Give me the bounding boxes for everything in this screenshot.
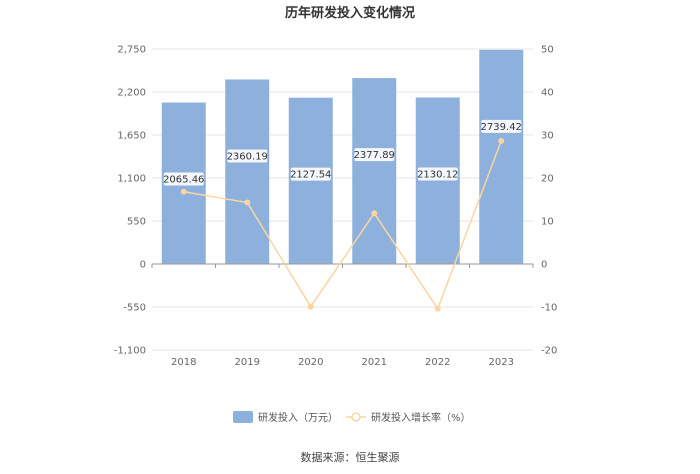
legend: 研发投入（万元） 研发投入增长率（%） (233, 411, 471, 424)
y-left-tick-label: -550 (123, 303, 146, 314)
bar (479, 49, 524, 264)
axes: 2,750 2,200 1,650 1,100 550 0 -550 -1,100 50 40 30… (114, 45, 558, 369)
data-labels: 2065.46 2360.19 2127.54 2377.89 2130.12 2739.… (163, 119, 522, 186)
y-right-tick-label: 10 (541, 217, 554, 228)
bar-value-label-bg (354, 148, 395, 162)
x-tick-label: 2018 (171, 357, 196, 368)
y-right-tick-label: -20 (541, 346, 557, 357)
y-right-tick-label: 50 (541, 45, 554, 56)
bar-value-label: 2360.19 (227, 151, 268, 162)
legend-line-marker[interactable] (351, 412, 361, 422)
x-tick-label: 2021 (362, 357, 387, 368)
bar-value-label-bg (417, 167, 458, 181)
bar (288, 97, 333, 264)
growth-rate-line (183, 140, 502, 311)
y-left-tick-label: 550 (127, 217, 146, 228)
x-tick-label: 2019 (235, 357, 260, 368)
bar-value-label-bg (227, 149, 268, 163)
growth-rate-point (498, 138, 505, 145)
bar-value-label-bg (163, 172, 204, 186)
y-right-tick-label: 30 (541, 131, 554, 142)
data-source: 数据来源：恒生聚源 (301, 450, 400, 464)
bar (225, 79, 270, 265)
y-left-tick-label: 1,100 (117, 174, 146, 185)
growth-rate-point (371, 210, 378, 217)
y-right-tick-label: 40 (541, 88, 554, 99)
bar-value-label-group: 2360.19 (227, 149, 268, 163)
bar-value-label: 2130.12 (417, 169, 458, 180)
y-left-tick-label: 2,750 (117, 45, 146, 56)
bar-series (161, 49, 524, 265)
bar-value-label-group: 2130.12 (417, 167, 458, 181)
bar (415, 97, 460, 264)
y-right-tick-label: -10 (541, 303, 557, 314)
y-right-tick-label: 20 (541, 174, 554, 185)
bar-value-label: 2127.54 (290, 170, 331, 181)
x-tick-label: 2023 (489, 357, 514, 368)
y-left-tick-label: 1,650 (117, 131, 146, 142)
growth-rate-point (307, 303, 314, 310)
growth-rate-point (434, 305, 441, 312)
legend-line-label[interactable]: 研发投入增长率（%） (371, 411, 471, 424)
bar-value-label: 2377.89 (354, 150, 395, 161)
bar-value-label-group: 2065.46 (163, 172, 204, 186)
growth-rate-point (180, 188, 187, 195)
bar-value-label-group: 2377.89 (354, 148, 395, 162)
bar-value-label: 2739.42 (481, 122, 522, 133)
bar (352, 78, 397, 264)
legend-bar-label[interactable]: 研发投入（万元） (258, 411, 338, 424)
x-tick-label: 2020 (298, 357, 323, 368)
chart-title: 历年研发投入变化情况 (285, 5, 415, 21)
y-right-tick-label: 0 (541, 260, 547, 271)
legend-bar-swatch[interactable] (233, 411, 253, 423)
bar-value-label-bg (290, 167, 331, 181)
line-series (180, 138, 505, 312)
y-left-tick-label: -1,100 (114, 346, 146, 357)
y-left-tick-label: 0 (140, 260, 146, 271)
bar-value-label-bg (481, 119, 522, 133)
bar-value-label: 2065.46 (163, 175, 204, 186)
y-left-tick-label: 2,200 (117, 88, 146, 99)
bar-value-label-group: 2739.42 (481, 119, 522, 133)
growth-rate-point (244, 199, 251, 206)
bar-value-label-group: 2127.54 (290, 167, 331, 181)
x-tick-label: 2022 (425, 357, 450, 368)
grid-lines (152, 48, 533, 351)
